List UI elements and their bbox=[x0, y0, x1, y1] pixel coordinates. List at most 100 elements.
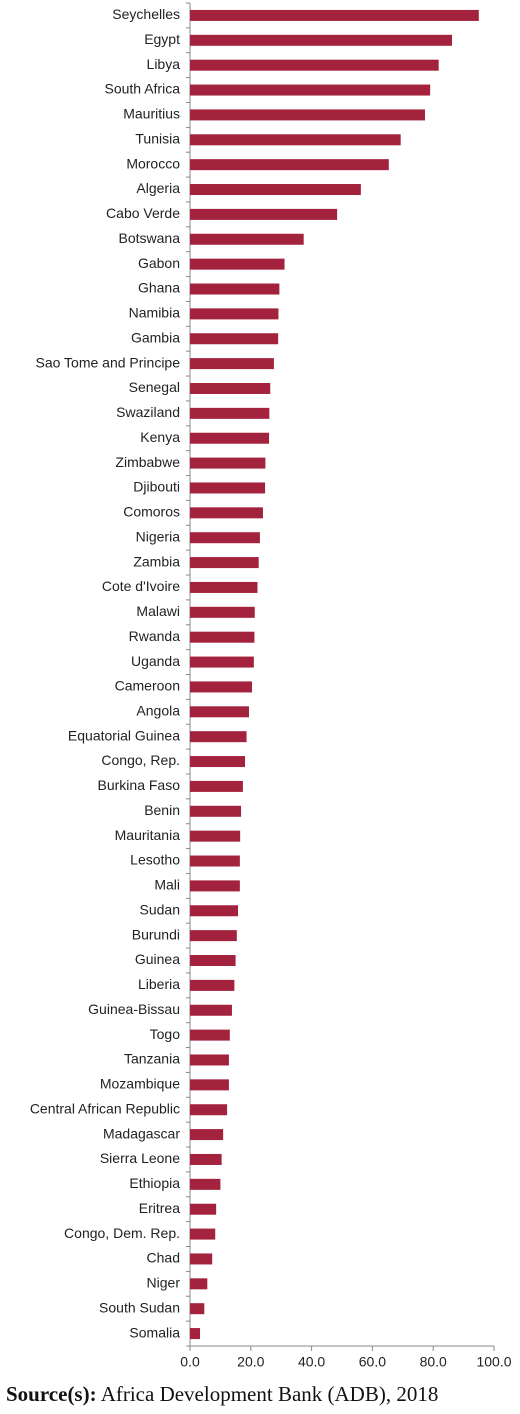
bar bbox=[190, 855, 240, 867]
y-tick-label: Ghana bbox=[138, 280, 180, 296]
y-tick-label: Angola bbox=[136, 703, 180, 719]
bar bbox=[190, 34, 453, 46]
y-tick-label: Sao Tome and Principe bbox=[36, 354, 181, 370]
y-tick-label: Zambia bbox=[133, 553, 180, 569]
y-tick-label: Benin bbox=[144, 802, 180, 818]
y-tick-label: Mauritius bbox=[123, 106, 180, 122]
y-tick-label: Egypt bbox=[144, 31, 180, 47]
y-tick-label: Rwanda bbox=[129, 628, 181, 644]
y-tick-label: Morocco bbox=[126, 155, 180, 171]
bar bbox=[190, 581, 258, 593]
y-tick-label: Sudan bbox=[140, 901, 180, 917]
y-tick-label: Seychelles bbox=[112, 6, 180, 22]
x-tick-label: 0.0 bbox=[180, 1354, 200, 1370]
y-tick-label: Congo, Dem. Rep. bbox=[64, 1225, 180, 1241]
bar bbox=[190, 457, 266, 469]
y-tick-label: Guinea-Bissau bbox=[88, 1001, 180, 1017]
y-tick-label: Comoros bbox=[123, 504, 180, 520]
bar bbox=[190, 1129, 224, 1141]
y-tick-label: Botswana bbox=[119, 230, 181, 246]
bar bbox=[190, 1178, 221, 1190]
y-tick-label: Central African Republic bbox=[30, 1100, 180, 1116]
y-tick-label: Lesotho bbox=[130, 852, 180, 868]
bar bbox=[190, 830, 241, 842]
y-tick-label: Uganda bbox=[131, 653, 180, 669]
y-tick-label: Liberia bbox=[138, 976, 180, 992]
bar bbox=[190, 631, 255, 643]
bar bbox=[190, 780, 243, 792]
bar bbox=[190, 159, 389, 171]
y-tick-label: Ethiopia bbox=[129, 1175, 180, 1191]
bar bbox=[190, 1278, 208, 1290]
y-tick-label: South Africa bbox=[105, 81, 181, 97]
bar bbox=[190, 1054, 229, 1066]
bar bbox=[190, 805, 242, 817]
y-tick-label: Mali bbox=[154, 877, 180, 893]
bar bbox=[190, 358, 274, 370]
bar bbox=[190, 880, 240, 892]
y-tick-label: Swaziland bbox=[116, 404, 180, 420]
bar bbox=[190, 532, 260, 544]
y-tick-label: Senegal bbox=[129, 379, 180, 395]
bar bbox=[190, 507, 263, 519]
y-tick-label: Nigeria bbox=[136, 528, 181, 544]
bar bbox=[190, 283, 280, 295]
bar bbox=[190, 557, 259, 569]
x-tick-label: 20.0 bbox=[237, 1354, 264, 1370]
y-tick-label: Togo bbox=[150, 1026, 181, 1042]
y-tick-label: Tanzania bbox=[124, 1051, 180, 1067]
bar bbox=[190, 1153, 222, 1165]
y-tick-label: Tunisia bbox=[135, 130, 180, 146]
y-tick-label: Djibouti bbox=[133, 479, 180, 495]
y-tick-label: Gambia bbox=[131, 329, 180, 345]
bar bbox=[190, 656, 254, 668]
bar bbox=[190, 1228, 216, 1240]
bar bbox=[190, 706, 249, 718]
source-label: Source(s): bbox=[6, 1382, 97, 1406]
bar bbox=[190, 930, 237, 942]
bar bbox=[190, 1004, 232, 1016]
bar bbox=[190, 756, 246, 768]
bar bbox=[190, 84, 431, 96]
y-tick-label: South Sudan bbox=[99, 1299, 180, 1315]
source-text: Africa Development Bank (ADB), 2018 bbox=[100, 1382, 439, 1406]
bar bbox=[190, 432, 270, 444]
x-tick-label: 40.0 bbox=[298, 1354, 325, 1370]
y-tick-label: Algeria bbox=[136, 180, 180, 196]
y-tick-label: Gabon bbox=[138, 255, 180, 271]
bar bbox=[190, 134, 401, 146]
y-tick-label: Sierra Leone bbox=[100, 1150, 180, 1166]
bar bbox=[190, 59, 439, 71]
y-tick-label: Eritrea bbox=[139, 1200, 180, 1216]
bar bbox=[190, 184, 361, 196]
bar bbox=[190, 482, 266, 494]
bar bbox=[190, 382, 271, 394]
bar bbox=[190, 9, 479, 21]
y-tick-label: Congo, Rep. bbox=[101, 752, 180, 768]
y-tick-label: Mozambique bbox=[100, 1076, 180, 1092]
y-tick-label: Equatorial Guinea bbox=[68, 727, 180, 743]
bar bbox=[190, 681, 253, 693]
y-tick-label: Kenya bbox=[140, 429, 180, 445]
y-tick-label: Guinea bbox=[135, 951, 180, 967]
bar bbox=[190, 905, 239, 917]
y-tick-label: Zimbabwe bbox=[115, 454, 180, 470]
bar bbox=[190, 731, 247, 743]
y-tick-label: Malawi bbox=[136, 603, 180, 619]
y-tick-label: Somalia bbox=[129, 1324, 180, 1340]
y-tick-label: Niger bbox=[147, 1275, 181, 1291]
x-tick-label: 80.0 bbox=[420, 1354, 447, 1370]
bar bbox=[190, 955, 236, 967]
y-tick-label: Chad bbox=[147, 1250, 180, 1266]
y-tick-label: Cameroon bbox=[115, 678, 180, 694]
bar bbox=[190, 1029, 230, 1041]
y-tick-label: Cote d'Ivoire bbox=[102, 578, 180, 594]
bar bbox=[190, 333, 279, 345]
x-tick-label: 60.0 bbox=[359, 1354, 386, 1370]
bar bbox=[190, 1104, 228, 1116]
chart: 0.0 20.0 40.0 60.0 80.0 100.0 Seychelles Egypt L… bbox=[30, 2, 512, 1370]
bar bbox=[190, 258, 285, 270]
source: Source(s): Africa Development Bank (ADB)… bbox=[6, 1382, 438, 1407]
y-tick-label: Cabo Verde bbox=[106, 205, 180, 221]
